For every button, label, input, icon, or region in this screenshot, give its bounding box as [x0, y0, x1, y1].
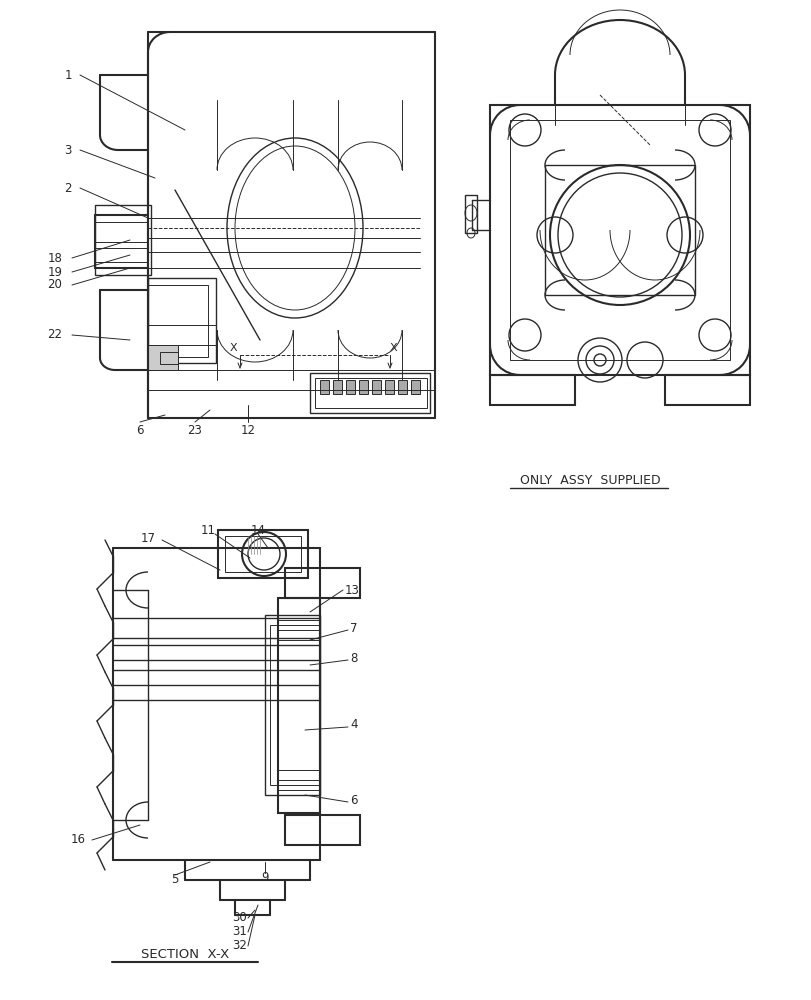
Bar	[148, 285, 208, 357]
Text: 11: 11	[200, 524, 215, 536]
Bar	[285, 815, 359, 845]
Text: 7: 7	[350, 621, 357, 634]
Bar	[160, 352, 178, 364]
Bar	[310, 373, 430, 413]
Text: 6: 6	[350, 793, 357, 806]
Bar	[489, 105, 749, 375]
Text: 14: 14	[250, 524, 265, 536]
Text: ONLY  ASSY  SUPPLIED: ONLY ASSY SUPPLIED	[519, 474, 659, 487]
Bar	[315, 378, 427, 408]
Text: 4: 4	[350, 718, 357, 731]
Text: X: X	[388, 343, 397, 353]
Bar	[95, 248, 148, 262]
Text: 30: 30	[232, 911, 247, 924]
Text: SECTION  X-X: SECTION X-X	[140, 948, 229, 961]
Text: 31: 31	[232, 925, 247, 938]
Bar	[95, 205, 151, 275]
Bar	[410, 380, 419, 394]
Bar	[345, 380, 354, 394]
Bar	[148, 345, 178, 370]
Bar	[333, 380, 341, 394]
Text: 32: 32	[232, 939, 247, 952]
Bar	[148, 325, 216, 345]
Text: 16: 16	[71, 833, 85, 846]
Text: 1: 1	[64, 69, 71, 82]
Bar	[489, 375, 574, 405]
Bar	[148, 278, 216, 363]
Text: X: X	[229, 343, 237, 353]
Bar	[397, 380, 406, 394]
Bar	[544, 165, 694, 295]
Bar	[285, 568, 359, 598]
Text: 19: 19	[47, 265, 62, 278]
Bar	[358, 380, 367, 394]
Bar	[465, 195, 476, 233]
Bar	[225, 536, 301, 572]
Bar	[217, 530, 307, 578]
Text: 6: 6	[136, 424, 144, 436]
Bar	[95, 222, 148, 242]
Text: 12: 12	[240, 424, 255, 436]
Text: 8: 8	[350, 652, 357, 664]
Text: 13: 13	[345, 584, 359, 596]
Text: 3: 3	[64, 144, 71, 157]
Text: 18: 18	[48, 251, 62, 264]
Bar	[277, 598, 320, 813]
Text: 23: 23	[187, 424, 202, 436]
Text: 20: 20	[48, 278, 62, 292]
Bar	[509, 120, 729, 360]
Text: 22: 22	[47, 328, 62, 342]
Text: 2: 2	[64, 182, 71, 195]
Text: 17: 17	[140, 532, 156, 544]
Bar	[384, 380, 393, 394]
Text: 9: 9	[261, 871, 268, 884]
Bar	[320, 380, 328, 394]
Bar	[664, 375, 749, 405]
Bar	[270, 625, 320, 785]
Text: 5: 5	[171, 874, 178, 886]
Bar	[371, 380, 380, 394]
Bar	[264, 615, 320, 795]
